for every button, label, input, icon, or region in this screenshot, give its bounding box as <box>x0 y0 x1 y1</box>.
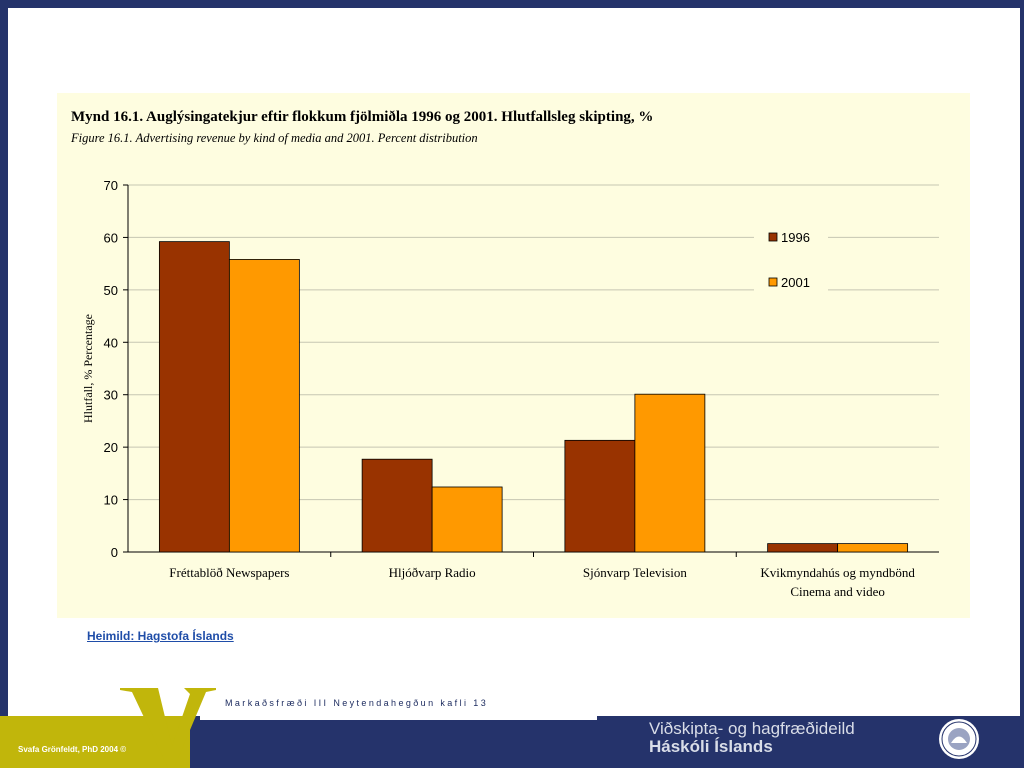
chart-panel: Mynd 16.1. Auglýsingatekjur eftir flokku… <box>57 93 970 618</box>
legend-box <box>754 220 828 300</box>
y-tick-label: 50 <box>104 283 118 298</box>
legend-swatch-1996 <box>768 232 778 242</box>
bar-1996-2 <box>564 439 636 553</box>
university-name: Háskóli Íslands <box>649 737 773 756</box>
right-border <box>1020 0 1024 716</box>
department-name: Viðskipta- og hagfræðideild <box>649 719 855 738</box>
bar-1996-0 <box>158 241 230 553</box>
y-tick-label: 0 <box>111 545 118 560</box>
y-tick-label: 20 <box>104 440 118 455</box>
legend-swatch-2001 <box>768 277 778 287</box>
x-tick-label: Fréttablöð Newspapers <box>169 565 289 580</box>
y-tick-label: 10 <box>104 493 118 508</box>
y-axis-label: Hlutfall, % Percentage <box>81 314 95 423</box>
bar-chart: 0 10 20 30 40 50 60 70 Fréttablöð Newspapers Hljó… <box>81 178 939 599</box>
course-footer: Markaðsfræði III Neytendahegðun kafli 13 <box>225 698 489 708</box>
legend-label-1996: 1996 <box>781 230 810 245</box>
y-tick-label: 40 <box>104 335 118 350</box>
legend-label-2001: 2001 <box>781 275 810 290</box>
y-tick-label: 60 <box>104 230 118 245</box>
y-tick-label: 30 <box>104 388 118 403</box>
bar-1996-1 <box>361 458 433 553</box>
x-tick-label: Sjónvarp Television <box>583 565 687 580</box>
x-tick-label: Hljóðvarp Radio <box>389 565 476 580</box>
bar-2001-3 <box>837 543 909 553</box>
y-tick-label: 70 <box>104 178 118 193</box>
x-tick-label: Kvikmyndahús og myndbönd <box>760 565 915 580</box>
bar-2001-2 <box>634 393 706 553</box>
left-border <box>0 0 8 716</box>
bar-2001-1 <box>431 486 503 553</box>
x-tick-label: Cinema and video <box>790 584 885 599</box>
bar-1996-3 <box>767 543 839 553</box>
chart-subtitle: Figure 16.1. Advertising revenue by kind… <box>71 131 478 145</box>
copyright-text: Svafa Grönfeldt, PhD 2004 © <box>18 745 127 754</box>
top-border <box>0 0 1024 8</box>
bottom-white-strip <box>200 710 597 720</box>
source-link[interactable]: Heimild: Hagstofa Íslands <box>87 629 234 643</box>
bar-2001-0 <box>228 259 300 553</box>
v-letter-logo <box>120 688 216 768</box>
chart-title: Mynd 16.1. Auglýsingatekjur eftir flokku… <box>71 109 654 125</box>
university-seal-icon <box>939 719 979 759</box>
